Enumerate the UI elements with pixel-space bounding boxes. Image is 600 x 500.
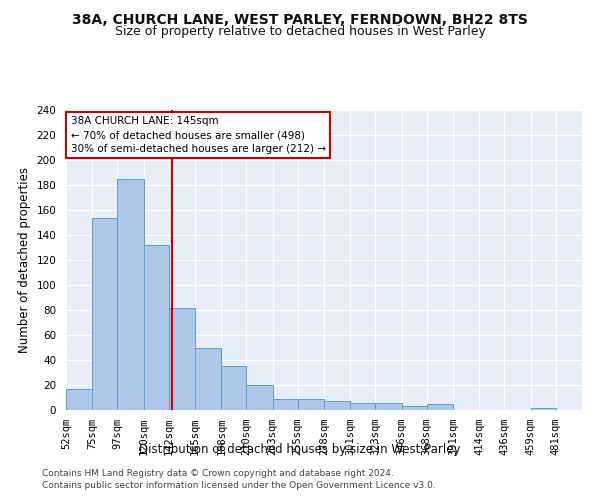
Bar	[195, 348, 221, 410]
Text: 38A, CHURCH LANE, WEST PARLEY, FERNDOWN, BH22 8TS: 38A, CHURCH LANE, WEST PARLEY, FERNDOWN,…	[72, 12, 528, 26]
Bar	[66, 389, 92, 410]
Bar	[401, 406, 427, 410]
Bar	[427, 404, 453, 410]
Bar	[272, 399, 298, 410]
Bar	[530, 408, 556, 410]
Text: Contains HM Land Registry data © Crown copyright and database right 2024.: Contains HM Land Registry data © Crown c…	[42, 468, 394, 477]
Text: 38A CHURCH LANE: 145sqm
← 70% of detached houses are smaller (498)
30% of semi-d: 38A CHURCH LANE: 145sqm ← 70% of detache…	[71, 116, 326, 154]
Bar	[324, 401, 350, 410]
Bar	[221, 366, 247, 410]
Bar	[118, 179, 143, 410]
Text: Distribution of detached houses by size in West Parley: Distribution of detached houses by size …	[139, 442, 461, 456]
Bar	[92, 218, 118, 410]
Bar	[143, 245, 169, 410]
Bar	[298, 399, 324, 410]
Bar	[247, 385, 272, 410]
Y-axis label: Number of detached properties: Number of detached properties	[18, 167, 31, 353]
Bar	[376, 402, 401, 410]
Text: Contains public sector information licensed under the Open Government Licence v3: Contains public sector information licen…	[42, 481, 436, 490]
Text: Size of property relative to detached houses in West Parley: Size of property relative to detached ho…	[115, 25, 485, 38]
Bar	[350, 402, 376, 410]
Bar	[169, 308, 195, 410]
